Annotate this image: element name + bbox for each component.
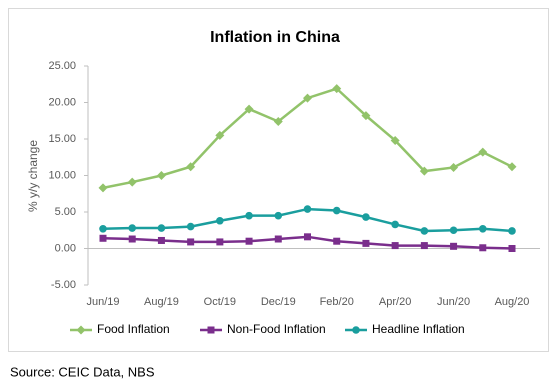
data-point	[156, 171, 166, 180]
data-point	[128, 224, 137, 232]
data-point	[99, 224, 107, 233]
y-tick-label: 15.00	[48, 133, 76, 145]
data-point	[333, 237, 341, 245]
data-point	[391, 220, 399, 229]
data-point	[361, 111, 371, 121]
data-point	[362, 239, 370, 247]
data-point	[420, 227, 429, 235]
data-point	[332, 84, 342, 94]
data-point	[157, 224, 166, 232]
data-point	[216, 238, 224, 246]
data-point	[273, 116, 283, 126]
data-point	[215, 130, 225, 140]
data-point	[99, 234, 107, 242]
data-point	[390, 135, 400, 145]
legend-marker	[207, 326, 215, 334]
data-point	[274, 211, 283, 220]
data-point	[450, 242, 458, 250]
data-point	[186, 222, 195, 231]
x-tick-label: Apr/20	[379, 296, 411, 308]
data-point	[245, 211, 253, 220]
x-tick-label: Aug/20	[495, 296, 530, 308]
x-tick-label: Oct/19	[204, 296, 236, 308]
data-point	[449, 162, 459, 172]
legend-marker	[76, 325, 86, 335]
chart-title: Inflation in China	[210, 29, 340, 46]
y-tick-label: 20.00	[48, 96, 76, 108]
data-point	[507, 162, 517, 172]
legend-label: Food Inflation	[97, 322, 170, 336]
data-point	[98, 183, 108, 193]
x-tick-label: Feb/20	[320, 296, 354, 308]
data-point	[478, 224, 487, 233]
x-tick-label: Jun/19	[86, 296, 119, 308]
legend-marker	[352, 326, 360, 334]
data-point	[508, 245, 516, 252]
legend-label: Non-Food Inflation	[227, 322, 326, 336]
x-tick-label: Jun/20	[437, 296, 470, 308]
data-point	[362, 213, 370, 221]
data-point	[420, 242, 428, 250]
chart-border	[8, 8, 549, 352]
data-point	[508, 227, 516, 235]
data-point	[216, 216, 224, 225]
data-point	[245, 237, 253, 245]
x-tick-label: Dec/19	[261, 296, 296, 308]
legend-label: Headline Inflation	[372, 322, 465, 336]
y-tick-label: 10.00	[48, 169, 76, 181]
data-point	[157, 236, 165, 244]
source-note: Source: CEIC Data, NBS	[10, 364, 155, 379]
data-point	[303, 205, 312, 213]
data-point	[449, 226, 458, 235]
y-tick-label: -5.00	[51, 279, 76, 291]
y-tick-label: 5.00	[55, 206, 76, 218]
y-tick-label: 0.00	[55, 242, 76, 254]
y-axis-label: % y/y change	[26, 140, 40, 212]
data-point	[128, 235, 136, 243]
data-point	[304, 233, 311, 241]
data-point	[244, 104, 254, 114]
y-tick-label: 25.00	[48, 60, 76, 72]
data-point	[303, 93, 312, 103]
data-point	[391, 242, 399, 250]
data-point	[419, 166, 429, 176]
data-point	[332, 206, 341, 215]
x-tick-label: Aug/19	[144, 296, 179, 308]
data-point	[187, 238, 195, 246]
data-point	[186, 162, 196, 172]
data-point	[478, 147, 488, 157]
data-point	[274, 235, 282, 243]
data-point	[479, 244, 487, 252]
data-point	[127, 177, 137, 187]
